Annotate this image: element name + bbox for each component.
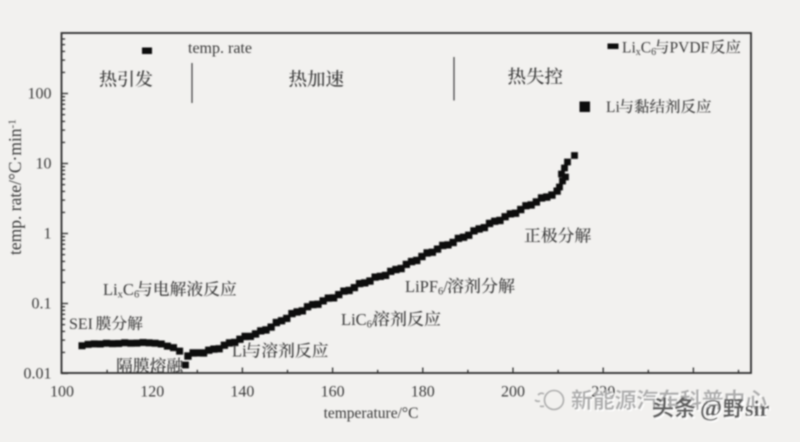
svg-text:temp. rate: temp. rate [188, 40, 252, 57]
svg-text:LixC6: LixC6 [622, 40, 656, 59]
svg-text:160: 160 [321, 384, 345, 401]
svg-text:140: 140 [230, 384, 254, 401]
svg-text:0.1: 0.1 [32, 296, 52, 313]
svg-text:10: 10 [36, 156, 52, 173]
svg-text:1: 1 [44, 226, 52, 243]
svg-text:100: 100 [50, 384, 74, 401]
svg-text:200: 200 [501, 384, 525, 401]
svg-text:temperature/°C: temperature/°C [324, 405, 419, 422]
svg-text:100: 100 [28, 86, 52, 103]
svg-text:LiC6/: LiC6/ [341, 310, 377, 331]
svg-text:120: 120 [140, 384, 164, 401]
svg-text:SEI: SEI [69, 316, 93, 333]
svg-text:PVDF: PVDF [670, 40, 710, 57]
svg-text:LiPF6/: LiPF6/ [405, 277, 448, 298]
svg-text:@: @ [702, 398, 724, 424]
svg-text:Li: Li [606, 99, 620, 116]
svg-text:@: @ [700, 396, 722, 422]
svg-text:temp. rate/°C·min-1: temp. rate/°C·min-1 [5, 119, 25, 255]
svg-text:Li: Li [232, 342, 247, 361]
svg-text:180: 180 [411, 384, 435, 401]
svg-text:0.01: 0.01 [24, 366, 52, 383]
svg-text:sir: sir [745, 396, 770, 421]
svg-text:sir: sir [747, 398, 772, 423]
svg-text:LixC6: LixC6 [103, 280, 139, 301]
